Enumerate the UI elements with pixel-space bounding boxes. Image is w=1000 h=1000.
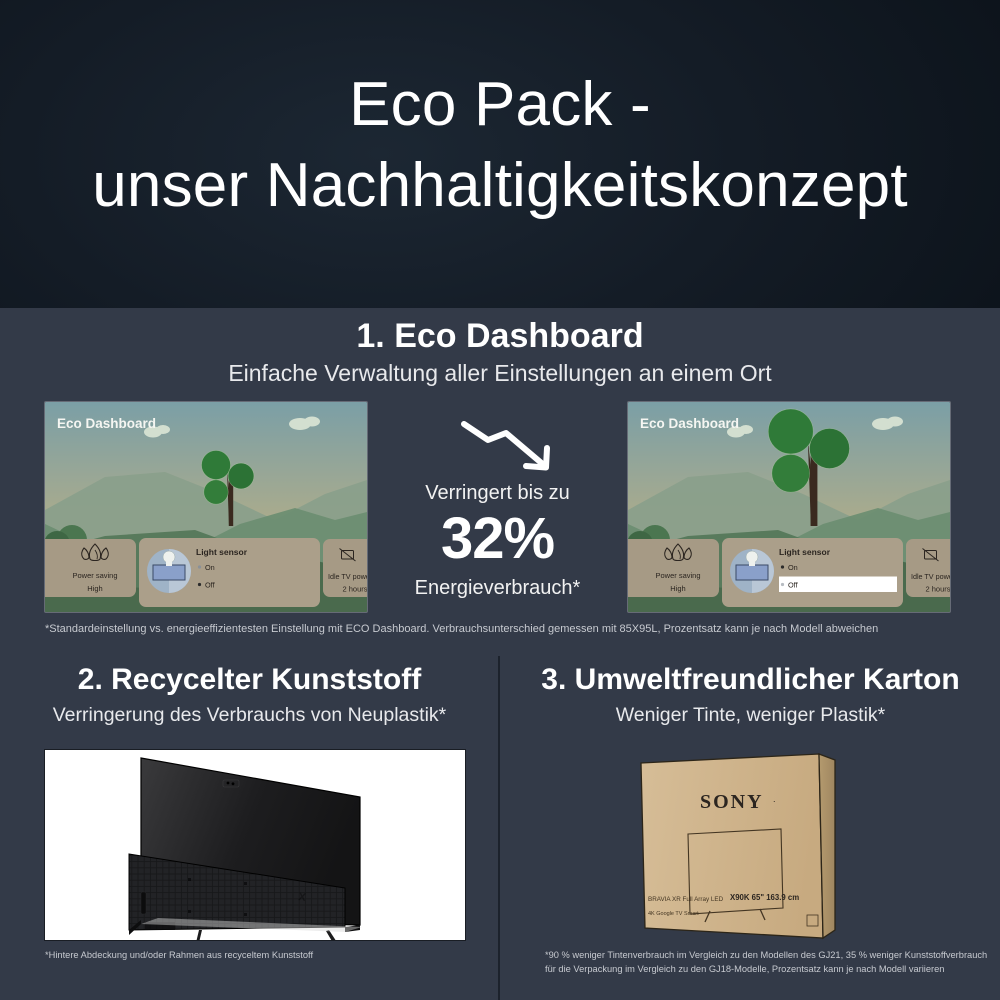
svg-text:High: High [670,584,685,593]
svg-text:Idle TV power off: Idle TV power off [911,572,950,581]
svg-text:Light sensor: Light sensor [196,547,248,557]
svg-text:4K Google TV Smart: 4K Google TV Smart [648,911,699,917]
svg-text:BRAVIA XR Full Array LED: BRAVIA XR Full Array LED [648,896,724,903]
svg-text:Off: Off [205,581,216,590]
svg-text:High: High [87,584,102,593]
svg-text:2 hours: 2 hours [342,585,367,594]
svg-text:Eco Dashboard: Eco Dashboard [57,416,156,431]
svg-text:Off: Off [788,581,799,590]
svg-text:X90K 65" 163.9 cm: X90K 65" 163.9 cm [730,893,799,902]
svg-text:Power saving: Power saving [72,571,117,580]
svg-text:On: On [788,563,798,572]
svg-text:SONY: SONY [700,791,764,813]
svg-text:.: . [773,794,776,804]
svg-text:Eco Dashboard: Eco Dashboard [640,416,739,431]
svg-text:Power saving: Power saving [655,571,700,580]
svg-text:Light sensor: Light sensor [779,547,831,557]
svg-text:On: On [205,563,215,572]
svg-text:Idle TV power off: Idle TV power off [328,572,367,581]
svg-text:2 hours: 2 hours [925,585,950,594]
